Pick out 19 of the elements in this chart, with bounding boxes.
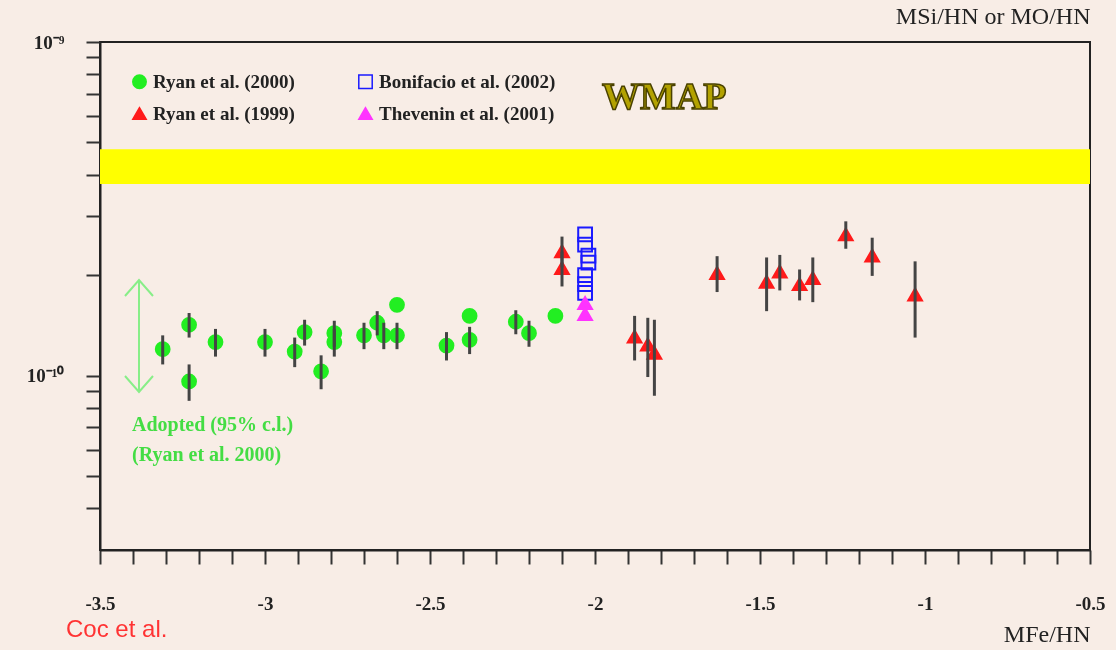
annotation: Adopted (95% c.l.) <box>132 413 294 436</box>
x-tick-label: -3 <box>257 592 274 614</box>
x-tick-label: -3.5 <box>85 592 116 614</box>
x-tick-label: -0.5 <box>1075 592 1106 614</box>
x-tick-label: -2 <box>587 592 604 614</box>
x-tick-label: -1.5 <box>745 592 776 614</box>
x-axis-title: MFe/HN <box>1003 620 1091 647</box>
x-tick-label: -2.5 <box>415 592 446 614</box>
legend-label: Bonifacio et al. (2002) <box>379 70 556 93</box>
x-tick-label: -1 <box>917 592 934 614</box>
legend-label: Thevenin et al. (2001) <box>379 102 555 125</box>
annotation: (Ryan et al. 2000) <box>132 443 282 466</box>
text: Coc et al. <box>66 615 168 642</box>
y-axis-title: MSi/HN or MO/HN <box>895 2 1091 29</box>
y-tick-label: 10⁻⁹ <box>33 31 65 53</box>
y-tick-label: 10⁻¹⁰ <box>26 365 65 387</box>
legend-label: Ryan et al. (1999) <box>153 102 295 125</box>
band-label: WMAP <box>602 75 727 118</box>
legend-label: Ryan et al. (2000) <box>153 70 295 93</box>
